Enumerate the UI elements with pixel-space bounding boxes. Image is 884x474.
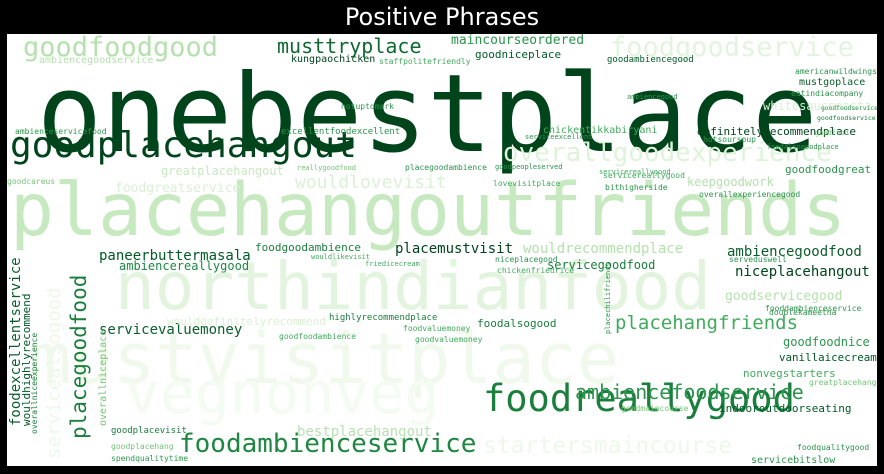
word-ambiencefoodservice: ambiencefoodservice bbox=[575, 380, 804, 404]
word-serviceexcellent: serviceexcellent bbox=[525, 133, 593, 141]
word-notuptomark: notuptomark bbox=[341, 102, 394, 111]
word-servicegoodfood: servicegoodfood bbox=[547, 258, 656, 272]
word-maincourseordered: maincourseordered bbox=[451, 34, 585, 48]
word-goodfoodambience: goodfoodambience bbox=[279, 332, 357, 341]
word-servicereallygood: servicereallygood bbox=[603, 171, 685, 180]
word-cloud-canvas: onebestplace placehangoutfriends mustvisit… bbox=[7, 34, 877, 466]
word-placegoodambience: placegoodambience bbox=[405, 163, 487, 172]
word-fooddambienceservice: fooddambienceservice bbox=[765, 304, 862, 313]
word-kungpaochicken: kungpaochicken bbox=[291, 54, 376, 65]
word-goodfoodgood: goodfoodgood bbox=[23, 34, 219, 63]
word-foodalsogood: foodalsogood bbox=[477, 317, 557, 330]
word-whitesaucepasta: whitesaucepasta bbox=[763, 99, 872, 113]
word-servicealsogood: servicealsogood bbox=[43, 287, 65, 459]
word-indooroutdoorseating: indooroutdoorseating bbox=[719, 402, 852, 415]
word-wouldrecommendplace: wouldrecommendplace bbox=[523, 241, 684, 257]
word-northindianfood: northindianfood bbox=[115, 248, 712, 325]
word-greatplacehangout: greatplacehangout bbox=[161, 164, 284, 178]
word-hotsoursoup: hotsoursoup bbox=[703, 135, 756, 144]
word-overallgoodexperience: overallgoodexperience bbox=[503, 138, 832, 168]
word-foodreallygood: foodreallygood bbox=[483, 377, 795, 420]
word-goodmaincourse: goodmaincourse bbox=[621, 404, 689, 413]
word-goodniceplace: goodniceplace bbox=[475, 48, 562, 61]
word-paneerbuttermasala: paneerbuttermasala bbox=[99, 248, 251, 264]
word-foodgoodservice: foodgoodservice bbox=[610, 34, 854, 63]
word-bestplacehangout: bestplacehangout bbox=[297, 424, 432, 440]
word-americanwildwings: americanwildwings bbox=[795, 67, 877, 76]
word-musttryplace: musttryplace bbox=[277, 34, 422, 58]
word-bithigherside: bithigherside bbox=[605, 183, 668, 192]
word-servicevaluemoney: servicevaluemoney bbox=[99, 322, 243, 338]
word-vegnonveg: vegnonveg bbox=[125, 359, 440, 427]
word-niceplacehangout: niceplacehangout bbox=[735, 264, 870, 280]
word-reallygoodfood: reallygoodfood bbox=[297, 164, 357, 172]
word-niceplacegood: niceplacegood bbox=[495, 255, 558, 264]
chart-title: Positive Phrases bbox=[344, 3, 540, 31]
word-ambiencereallygood: ambiencereallygood bbox=[119, 259, 250, 273]
word-goodfoodservice: goodfoodservice bbox=[821, 105, 877, 112]
word-keepgoodwork: keepgoodwork bbox=[687, 175, 774, 189]
word-goodplacehang: goodplacehang bbox=[111, 442, 174, 451]
word-definitelyrecommendplace: definitelyrecommendplace bbox=[697, 125, 856, 138]
word-placehangoutfriends: placehangoutfriends bbox=[10, 168, 847, 253]
word-overallniceexperience: overallniceexperience bbox=[30, 332, 39, 434]
word-vanillaicecream: vanillaicecream bbox=[779, 351, 877, 364]
word-servicebitslow: servicebitslow bbox=[751, 455, 836, 466]
word-ambiencegood: ambiencegood bbox=[627, 93, 678, 101]
word-staffpolitefriendly: staffpolitefriendly bbox=[379, 57, 471, 66]
word-foodvaluemoney: foodvaluemoney bbox=[403, 324, 471, 333]
word-foodalsogoodplace: foodalsogoodplace bbox=[767, 143, 839, 151]
word-ambienceservicefood: ambienceservicefood bbox=[15, 127, 107, 136]
word-startersmaincourse: startersmaincourse bbox=[483, 433, 733, 459]
word-placegoodfood: placegoodfood bbox=[67, 274, 91, 439]
word-mustvisitplace: mustvisitplace bbox=[29, 318, 620, 400]
word-lovevisitplace: lovevisitplace bbox=[493, 179, 561, 188]
word-goodvaluemoney: goodvaluemoney bbox=[415, 335, 483, 344]
word-servicereallygood: servicereallygood bbox=[599, 168, 671, 176]
word-goodfoodnice: goodfoodnice bbox=[783, 335, 870, 349]
word-doublekameetha: doublekameetha bbox=[769, 308, 837, 317]
word-placechilifriends: placechilifriends bbox=[604, 262, 612, 334]
word-excellentfoodexcellent: excellentfoodexcellent bbox=[281, 127, 401, 137]
word-goodservicegood: goodservicegood bbox=[725, 289, 843, 304]
word-spendqualitytime: spendqualitytime bbox=[111, 454, 189, 463]
word-friedicecream: friedicecream bbox=[365, 260, 420, 268]
word-placemustvisit: placemustvisit bbox=[395, 241, 514, 257]
word-goodfoodservice: goodfoodservice bbox=[817, 114, 876, 122]
word-goodplacehangout: goodplacehangout bbox=[10, 125, 357, 166]
word-ambiencegoodfood: ambiencegoodfood bbox=[727, 244, 862, 260]
word-foodqualitygood: foodqualitygood bbox=[797, 443, 870, 452]
word-woulddefinitelyrecommend: woulddefinitelyrecommend bbox=[167, 315, 326, 328]
word-overallniceplace: overallniceplace bbox=[98, 329, 109, 426]
word-goodfood: goodfood bbox=[815, 129, 849, 137]
word-goodambiencegood: goodambiencegood bbox=[607, 55, 694, 65]
word-goodpeopleserved: goodpeopleserved bbox=[495, 163, 563, 171]
word-overallexperiencegood: overallexperiencegood bbox=[699, 190, 801, 199]
word-chickenfriedrice: chickenfriedrice bbox=[497, 266, 575, 275]
word-foodgoodambience: foodgoodambience bbox=[255, 241, 361, 254]
word-chickentikkabiryani: chickentikkabiryani bbox=[543, 125, 658, 136]
word-foodgreatservice: foodgreatservice bbox=[115, 181, 241, 196]
word-mustgoplace: mustgoplace bbox=[799, 77, 866, 88]
word-placehangfriends: placehangfriends bbox=[615, 312, 799, 334]
word-nonvegstarters: nonvegstarters bbox=[743, 367, 836, 380]
word-greatplacehang: greatplacehang bbox=[809, 378, 877, 387]
word-goodplacevisit: goodplacevisit bbox=[111, 426, 187, 436]
word-eatindiacompany: eatindiacompany bbox=[791, 89, 864, 98]
word-goodfoodgreat: goodfoodgreat bbox=[785, 163, 872, 176]
word-onebestplace: onebestplace bbox=[37, 52, 818, 177]
word-wouldlikevisit: wouldlikevisit bbox=[311, 253, 371, 261]
word-ambiencegoodservice: ambiencegoodservice bbox=[39, 55, 154, 66]
word-highlyrecommendplace: highlyrecommendplace bbox=[329, 313, 438, 323]
word-goodcareus: goodcareus bbox=[7, 177, 56, 186]
word-wouldlovevisit: wouldlovevisit bbox=[295, 172, 447, 193]
word-serveduswell: serveduswell bbox=[729, 255, 787, 264]
word-foodambienceservice: foodambienceservice bbox=[179, 429, 477, 459]
